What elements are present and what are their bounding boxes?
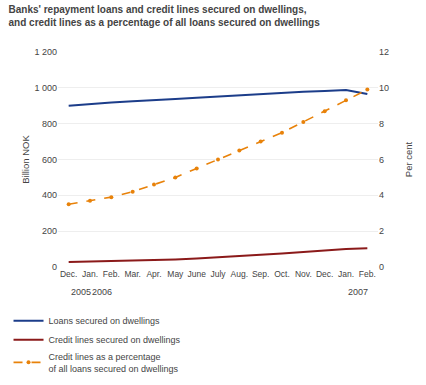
svg-text:6: 6 xyxy=(379,155,384,165)
svg-text:2: 2 xyxy=(379,226,384,236)
svg-text:Nov.: Nov. xyxy=(295,269,312,279)
svg-text:1 200: 1 200 xyxy=(34,47,57,57)
svg-text:Jan.: Jan. xyxy=(82,269,98,279)
svg-text:Jan.: Jan. xyxy=(338,269,354,279)
svg-text:12: 12 xyxy=(379,47,389,57)
svg-text:4: 4 xyxy=(379,190,384,200)
svg-text:Aug.: Aug. xyxy=(231,269,249,279)
svg-text:Sep.: Sep. xyxy=(252,269,270,279)
svg-text:Credit lines as a percentageof: Credit lines as a percentageof all loans… xyxy=(49,352,179,374)
svg-text:2006: 2006 xyxy=(92,287,112,297)
svg-text:Loans secured on dwellings: Loans secured on dwellings xyxy=(49,316,161,326)
svg-text:May: May xyxy=(167,269,184,279)
svg-text:Dec.: Dec. xyxy=(316,269,333,279)
svg-text:1 000: 1 000 xyxy=(34,83,57,93)
svg-text:0: 0 xyxy=(52,262,57,272)
svg-text:Dec.: Dec. xyxy=(60,269,77,279)
svg-text:June: June xyxy=(187,269,206,279)
svg-text:July: July xyxy=(210,269,226,279)
svg-text:600: 600 xyxy=(42,155,57,165)
svg-text:400: 400 xyxy=(42,190,57,200)
svg-text:Per cent: Per cent xyxy=(403,141,414,177)
svg-text:Apr.: Apr. xyxy=(146,269,161,279)
svg-text:2005: 2005 xyxy=(71,287,91,297)
svg-text:Oct.: Oct. xyxy=(274,269,290,279)
svg-text:Banks' repayment loans and cre: Banks' repayment loans and credit lines … xyxy=(9,4,321,28)
svg-text:8: 8 xyxy=(379,119,384,129)
svg-text:Feb.: Feb. xyxy=(359,269,376,279)
svg-text:800: 800 xyxy=(42,119,57,129)
svg-text:Feb.: Feb. xyxy=(103,269,120,279)
svg-text:200: 200 xyxy=(42,226,57,236)
svg-text:2007: 2007 xyxy=(348,287,368,297)
svg-text:0: 0 xyxy=(379,262,384,272)
svg-text:10: 10 xyxy=(379,83,389,93)
svg-text:Billion NOK: Billion NOK xyxy=(20,135,31,184)
svg-text:Credit lines secured on dwelli: Credit lines secured on dwellings xyxy=(49,335,181,345)
svg-text:Mar.: Mar. xyxy=(124,269,141,279)
